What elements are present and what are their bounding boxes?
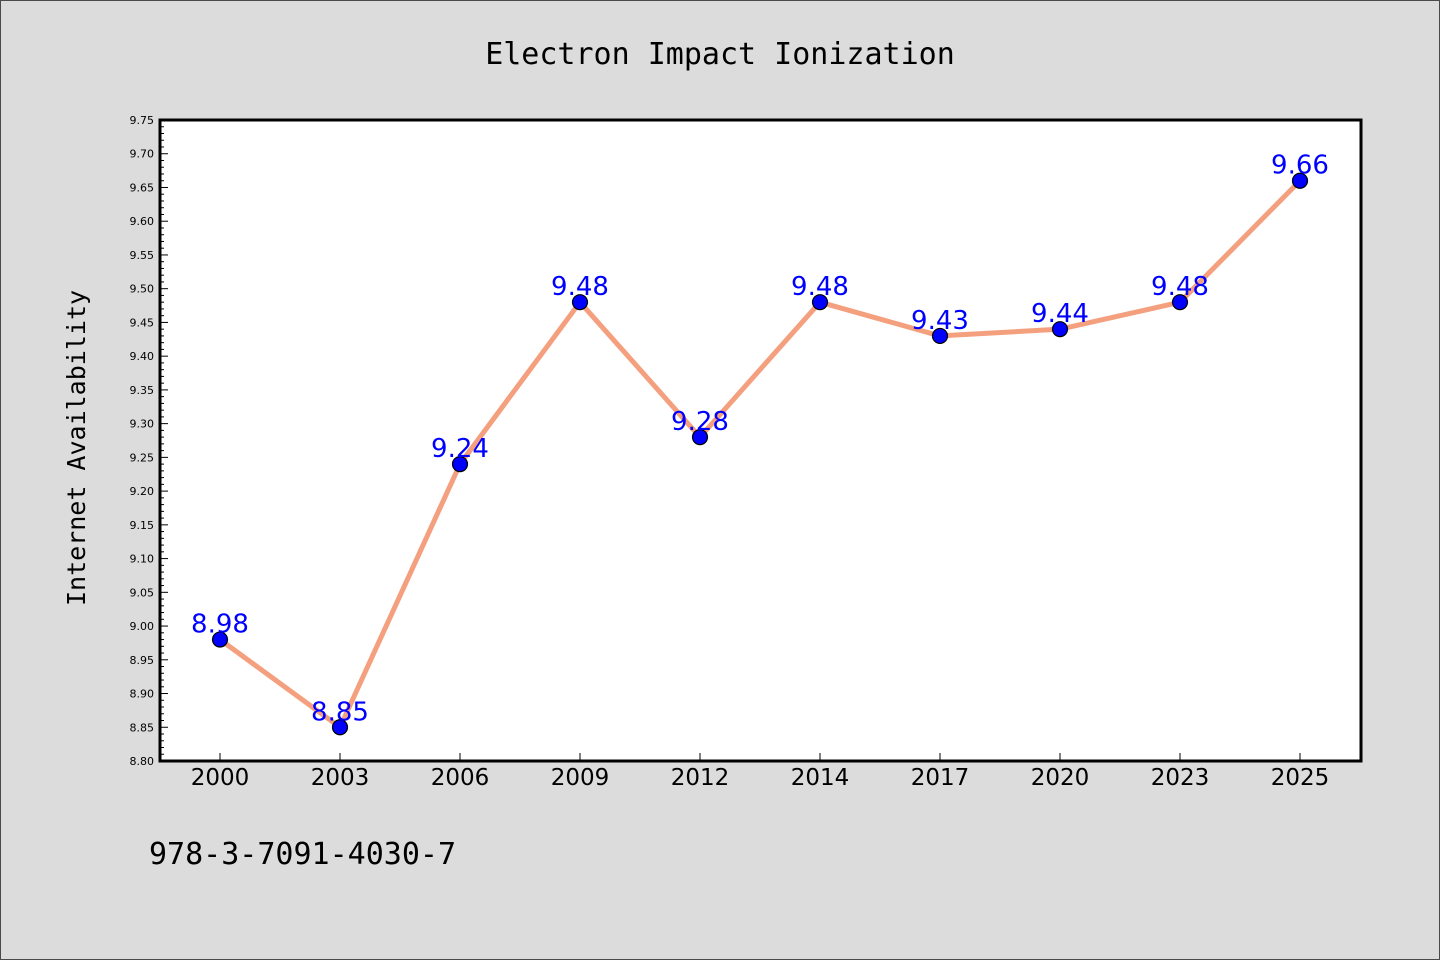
y-tick-label: 9.35 (130, 384, 155, 397)
y-tick-label: 9.05 (130, 586, 155, 599)
series-group: 8.98 8.85 9.24 9.48 9.28 9.48 9.43 9.44 9.48 9.66 (191, 151, 1329, 736)
y-tick-label: 9.10 (130, 553, 155, 566)
data-label: 9.44 (1031, 299, 1089, 329)
x-tick-label: 2020 (1031, 765, 1090, 791)
y-tick-label: 9.25 (130, 451, 155, 464)
data-point (811, 294, 829, 311)
isbn-footer: 978-3-7091-4030-7 (149, 837, 456, 872)
y-tick-label: 8.85 (130, 721, 155, 734)
data-point (211, 631, 229, 648)
data-label: 8.85 (311, 697, 369, 727)
data-label: 9.48 (791, 272, 849, 302)
series-line (217, 178, 1303, 730)
y-tick-label: 9.15 (130, 519, 155, 532)
y-tick-label: 8.95 (130, 654, 155, 667)
y-tick-label: 9.55 (130, 249, 155, 262)
chart-title: Electron Impact Ionization (485, 37, 955, 72)
y-tick-label: 9.50 (130, 283, 155, 296)
data-point (1171, 294, 1189, 311)
data-label: 9.28 (671, 407, 729, 437)
data-point (451, 456, 469, 473)
data-point (571, 294, 589, 311)
data-label: 9.48 (551, 272, 609, 302)
data-point (931, 327, 949, 345)
x-tick-label: 2014 (791, 765, 850, 791)
data-point (691, 429, 709, 446)
data-label: 8.98 (191, 610, 249, 640)
y-tick-label: 9.00 (130, 620, 155, 633)
x-tick-label: 2012 (671, 765, 730, 791)
x-tick-label: 2023 (1151, 765, 1210, 791)
data-label: 9.48 (1151, 272, 1209, 302)
y-tick-label: 9.45 (130, 316, 155, 329)
data-point (1051, 321, 1069, 338)
y-tick-label: 9.65 (130, 181, 155, 194)
plot-area (160, 120, 1361, 761)
y-tick-label: 9.75 (130, 114, 155, 127)
x-tick-label: 2000 (191, 765, 250, 791)
data-label: 9.43 (911, 306, 969, 336)
x-axis-ticks: 2000 2003 2006 2009 2012 2014 2017 2020 2023 2025 (191, 753, 1330, 791)
y-tick-label: 9.40 (130, 350, 155, 363)
y-tick-label: 9.70 (130, 148, 155, 161)
data-point (1291, 172, 1309, 189)
y-tick-label: 9.20 (130, 485, 155, 498)
x-tick-label: 2025 (1271, 765, 1330, 791)
x-tick-label: 2017 (911, 765, 970, 791)
data-label: 9.66 (1271, 151, 1329, 181)
y-tick-label: 8.80 (130, 755, 155, 768)
plot-border (158, 118, 1363, 763)
y-axis-ticks: 8.80 8.85 8.90 8.95 9.00 9.05 9.10 9.15 9.20 9.25… (130, 114, 168, 768)
data-point (331, 719, 349, 736)
y-tick-label: 8.90 (130, 688, 155, 701)
x-tick-label: 2006 (431, 765, 490, 791)
x-tick-label: 2003 (311, 765, 370, 791)
y-axis-label: Internet Availability (62, 290, 91, 606)
y-tick-label: 9.30 (130, 418, 155, 431)
y-tick-label: 9.60 (130, 215, 155, 228)
x-tick-label: 2009 (551, 765, 610, 791)
data-label: 9.24 (431, 434, 489, 464)
